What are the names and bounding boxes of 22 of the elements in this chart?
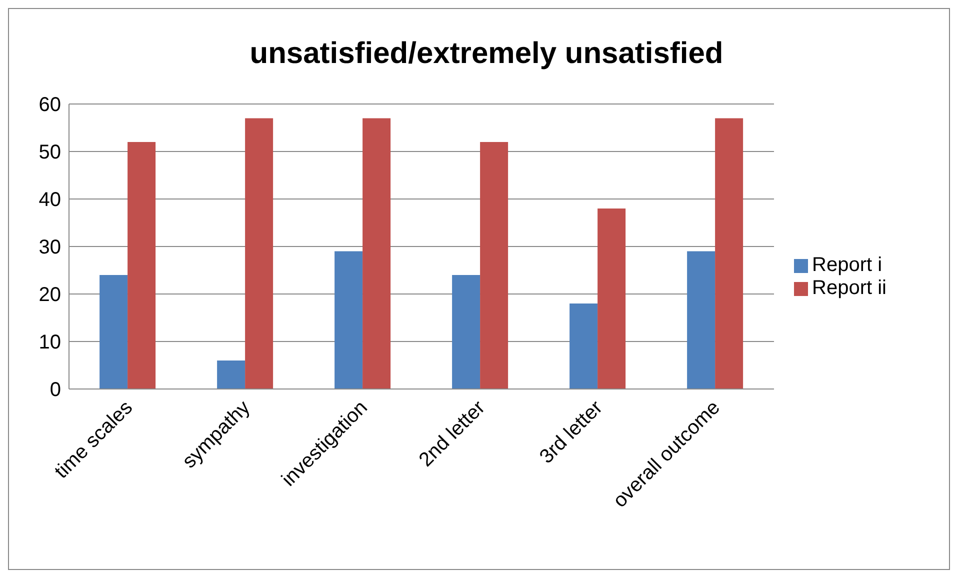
y-tick-label: 40 xyxy=(38,189,61,212)
bar xyxy=(715,118,744,389)
bar xyxy=(687,251,716,389)
y-tick-label: 60 xyxy=(38,94,61,116)
bar xyxy=(128,142,156,389)
chart-title: unsatisfied/extremely unsatisfied xyxy=(248,37,724,71)
bar xyxy=(598,208,626,389)
bar xyxy=(334,251,363,389)
y-tick-label: 30 xyxy=(38,236,61,259)
bar xyxy=(245,118,274,389)
legend-label: Report ii xyxy=(812,277,886,299)
bar xyxy=(362,118,391,389)
y-tick-label: 50 xyxy=(38,142,61,164)
bar xyxy=(217,360,246,389)
y-tick-label: 20 xyxy=(38,284,61,306)
legend-label: Report i xyxy=(812,254,882,276)
y-tick-label: 10 xyxy=(38,332,61,354)
bar xyxy=(452,275,480,389)
bar xyxy=(480,142,508,389)
bar xyxy=(570,304,598,389)
y-tick-label: 0 xyxy=(50,379,61,402)
bar xyxy=(100,275,128,389)
